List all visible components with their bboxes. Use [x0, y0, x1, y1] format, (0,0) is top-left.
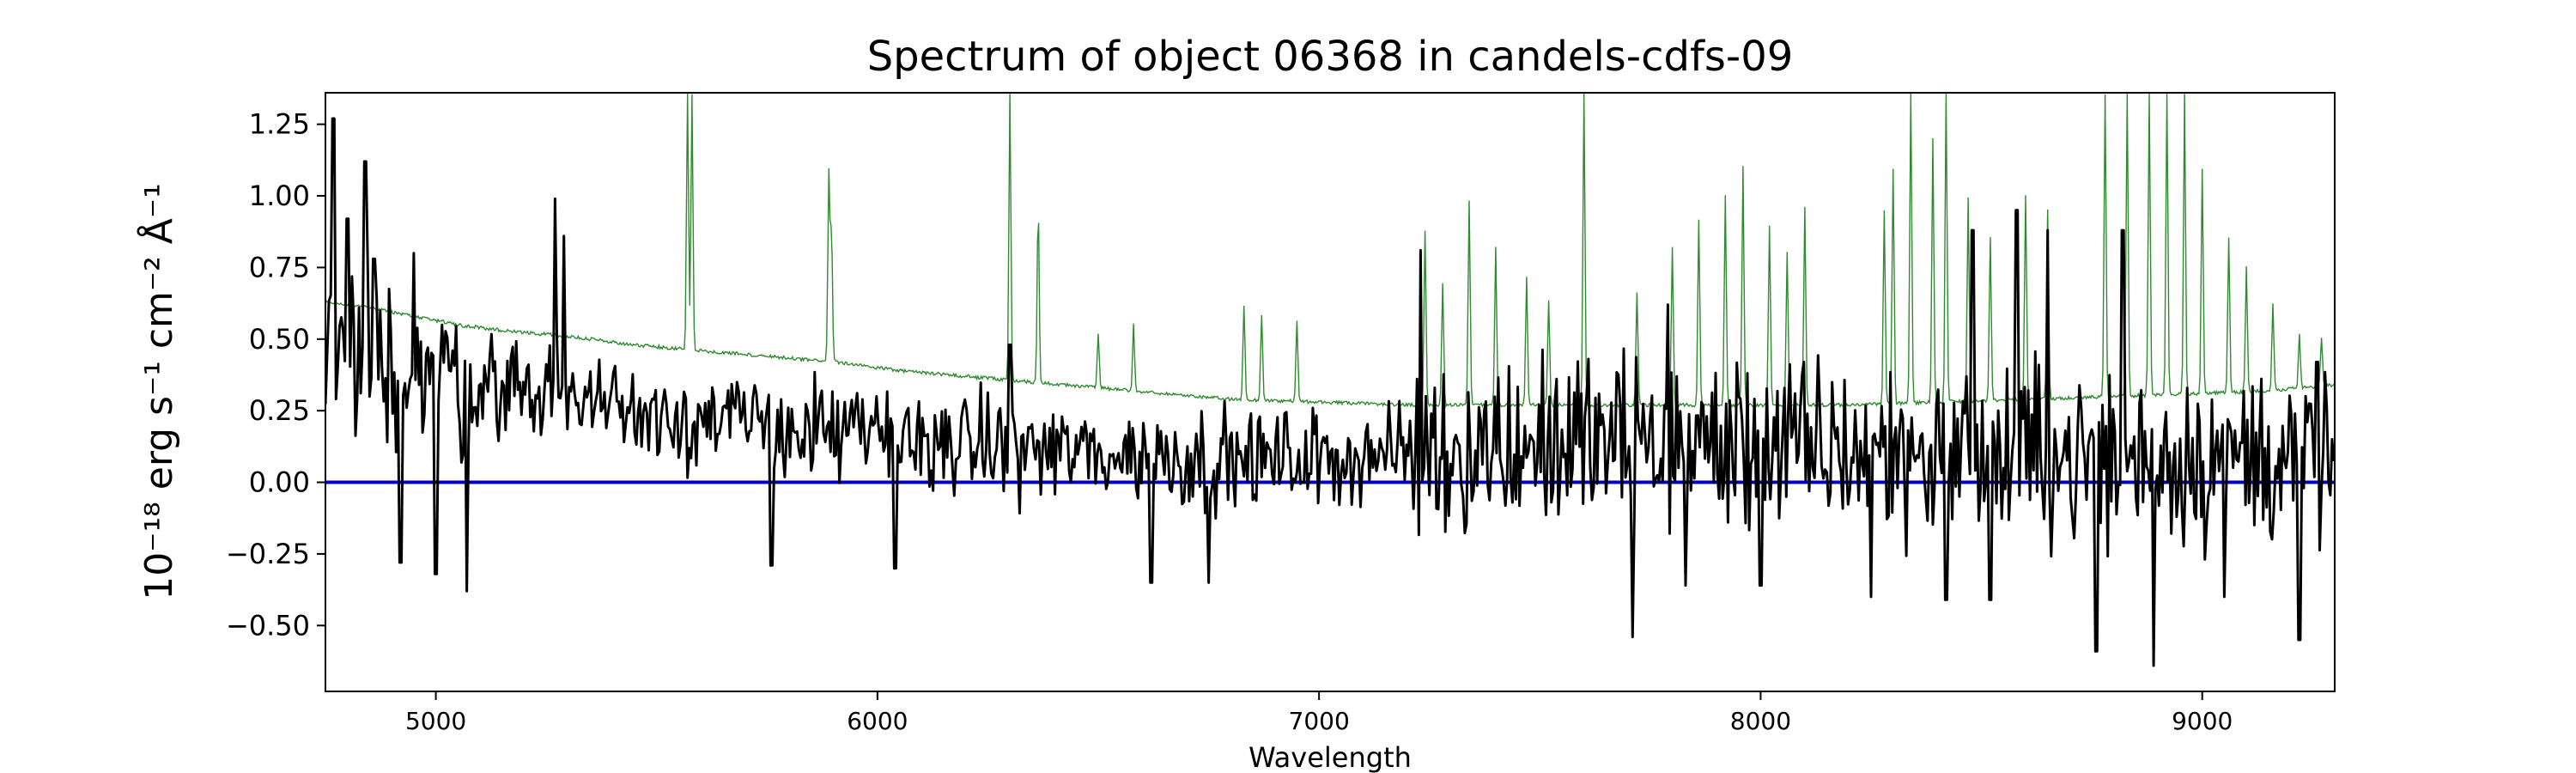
y-tick-label-6: 1.00: [249, 180, 310, 212]
x-axis-label: Wavelength: [1249, 741, 1412, 773]
x-tick-label-6000: 6000: [847, 707, 908, 735]
x-tick-label-5000: 5000: [405, 707, 466, 735]
x-tick-label-7000: 7000: [1289, 707, 1350, 735]
y-tick-label-1: −0.25: [226, 538, 310, 570]
plot-frame: [325, 92, 2336, 692]
y-tick-label-2: 0.00: [249, 466, 310, 499]
x-tick-label-9000: 9000: [2172, 707, 2233, 735]
y-tick-label-4: 0.50: [249, 323, 310, 356]
y-tick-label-5: 0.75: [249, 251, 310, 283]
y-axis-label: 10⁻¹⁸ erg s⁻¹ cm⁻² Å⁻¹: [136, 183, 181, 600]
y-tick-label-0: −0.50: [226, 609, 310, 642]
x-tick-label-8000: 8000: [1730, 707, 1791, 735]
plot-area: [325, 93, 2335, 691]
flux-spectrum-line: [325, 117, 2335, 667]
y-tick-label-7: 1.25: [249, 108, 310, 141]
error-spectrum-line: [325, 93, 2335, 409]
chart-title: Spectrum of object 06368 in candels-cdfs…: [867, 33, 1794, 81]
y-tick-label-3: 0.25: [249, 394, 310, 427]
